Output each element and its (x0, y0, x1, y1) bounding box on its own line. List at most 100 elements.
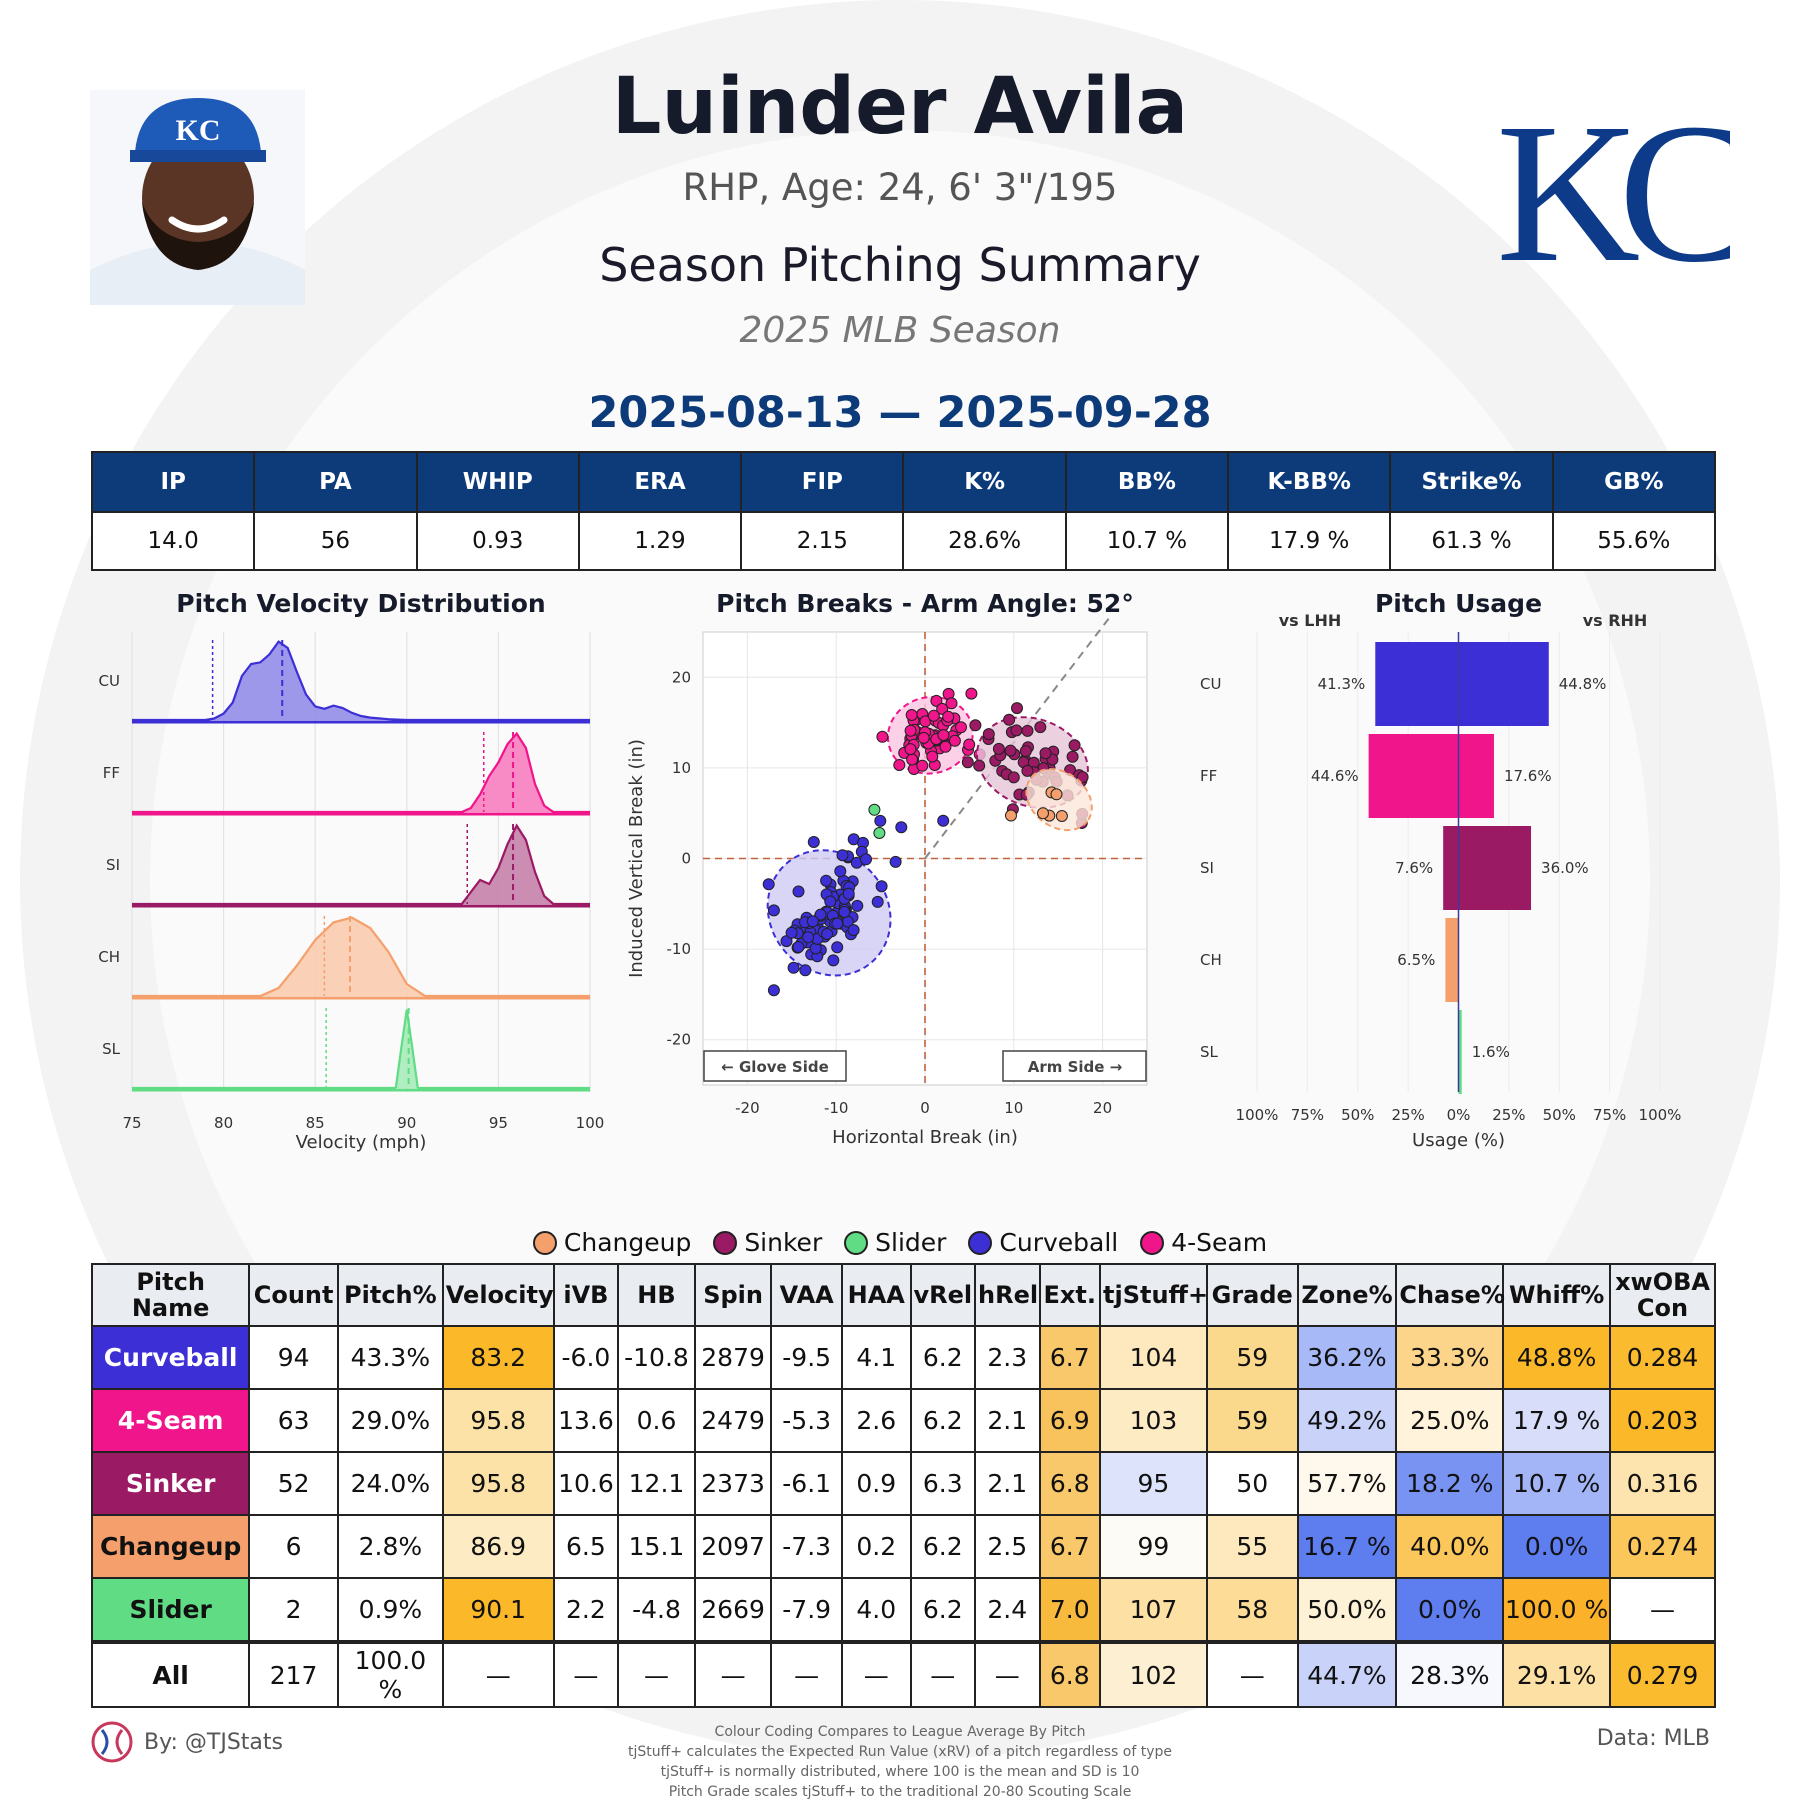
table-cell: 102 (1099, 1640, 1208, 1708)
season-label: 2025 MLB Season (739, 310, 1061, 351)
pitch-point-curveball (792, 885, 805, 898)
stat-header: WHIP (415, 451, 580, 513)
table-cell: 99 (1099, 1514, 1208, 1579)
table-cell: 55 (1205, 1514, 1299, 1579)
table-cell: -5.3 (770, 1388, 843, 1453)
table-cell: 25.0% (1395, 1388, 1505, 1453)
footnote-line: tjStuff+ is normally distributed, where … (660, 1764, 1140, 1780)
table-cell: 29.1% (1502, 1640, 1612, 1708)
pitch-point-sinker (982, 728, 995, 741)
table-cell: -9.5 (770, 1325, 843, 1390)
stat-header: K% (902, 451, 1067, 513)
table-cell: 0.2 (840, 1514, 912, 1579)
table-cell: 18.2 % (1395, 1451, 1505, 1516)
pitch-usage-chart: Pitch Usage vs LHH vs RHH 100% 75% 50% 25% 0% 25… (1200, 589, 1681, 1151)
usage-bar-lhh (1368, 734, 1459, 818)
x-tick-label: -20 (735, 1099, 760, 1117)
right-label: vs RHH (1583, 611, 1648, 630)
table-cell: 13.6 (552, 1388, 620, 1453)
pitch-point-sinker (1034, 721, 1047, 734)
category-label: SL (1200, 1043, 1219, 1061)
table-cell: 44.7% (1296, 1640, 1398, 1708)
usage-label-lhh: 6.5% (1397, 951, 1435, 969)
column-header: Whiff% (1502, 1263, 1612, 1327)
team-logo-text: KC (1496, 83, 1730, 304)
table-cell: 12.1 (617, 1451, 696, 1516)
usage-label-rhh: 1.6% (1472, 1043, 1510, 1061)
pitch-point-4-seam (893, 759, 906, 771)
table-cell: 0.279 (1609, 1640, 1716, 1708)
pitch-name-cell: Changeup (90, 1514, 251, 1579)
table-cell: 86.9 (441, 1514, 555, 1579)
pitch-point-changeup (1005, 809, 1017, 822)
table-cell: 2 (248, 1577, 339, 1643)
arm-side-box (1002, 1050, 1147, 1082)
stat-value: 10.7 % (1064, 511, 1230, 571)
stat-header: PA (253, 451, 418, 513)
table-cell: -10.8 (617, 1325, 696, 1390)
table-cell: — (693, 1640, 773, 1708)
table-cell: 28.3% (1395, 1640, 1505, 1708)
table-cell: 95.8 (441, 1388, 555, 1453)
density-area-cu (132, 641, 590, 720)
table-cell: 2.1 (974, 1388, 1041, 1453)
x-tick-label: 90 (397, 1114, 416, 1132)
column-header: Chase% (1395, 1263, 1505, 1327)
footnote-line: Colour Coding Compares to League Average… (714, 1724, 1086, 1740)
stat-header: IP (90, 451, 256, 513)
pitch-point-changeup (1055, 810, 1068, 822)
table-cell: 49.2% (1296, 1388, 1398, 1453)
table-cell: 6.8 (1038, 1451, 1102, 1516)
pitch-table-body: Curveball 94 43.3% 83.2 -6.0 -10.8 2879 -9.5 4.1… (90, 1325, 1716, 1708)
legend-label: Curveball (999, 1228, 1119, 1257)
density-line-ch (132, 916, 590, 998)
pitch-point-4-seam (930, 694, 943, 707)
pitch-point-sinker (1003, 713, 1016, 726)
x-tick-label: 80 (214, 1114, 233, 1132)
legend-marker (968, 1230, 993, 1255)
glove-side-box (703, 1050, 847, 1082)
table-cell: 0.6 (617, 1388, 696, 1453)
density-line-ff (132, 731, 590, 814)
y-tick-label: 0 (681, 850, 691, 868)
pitch-point-4-seam (876, 730, 889, 743)
pitch-point-sinker (1021, 764, 1034, 777)
density-line-si (132, 823, 590, 906)
category-label: SI (1200, 859, 1214, 877)
table-cell: 24.0% (336, 1451, 444, 1516)
pitch-point-curveball (895, 821, 908, 834)
pitch-point-curveball (824, 895, 837, 908)
table-cell: 0.9 (840, 1451, 912, 1516)
column-header: HAA (840, 1263, 912, 1327)
column-header: Pitch Name (90, 1263, 251, 1327)
usage-bar-rhh (1458, 642, 1549, 726)
pitch-point-sinker (1068, 739, 1081, 752)
pitch-point-sinker (1019, 745, 1032, 758)
tjstats-logo-icon (91, 1721, 133, 1763)
pitch-point-curveball (889, 855, 902, 868)
stat-value: 28.6% (902, 511, 1067, 571)
pitch-point-curveball (838, 906, 851, 918)
stat-value: 14.0 (90, 511, 256, 571)
pitch-point-4-seam (906, 753, 919, 766)
pitch-point-4-seam (937, 729, 950, 742)
pitch-point-curveball (802, 931, 815, 944)
table-cell: 7.0 (1038, 1577, 1102, 1643)
table-cell: 6 (248, 1514, 339, 1579)
table-cell: 2.5 (974, 1514, 1041, 1579)
table-cell: 0.274 (1609, 1514, 1716, 1579)
table-cell: 2373 (693, 1451, 773, 1516)
table-cell: 6.3 (909, 1451, 977, 1516)
stat-value: 1.29 (577, 511, 743, 571)
x-tick-label: 0% (1447, 1106, 1471, 1124)
pitch-point-4-seam (904, 743, 917, 756)
table-cell: — (1609, 1577, 1716, 1643)
x-axis-label: Velocity (mph) (296, 1132, 427, 1153)
table-cell: 2.3 (974, 1325, 1041, 1390)
pitch-point-4-seam (936, 702, 949, 715)
column-header: HB (617, 1263, 696, 1327)
table-cell: 0.9% (336, 1577, 444, 1643)
pitch-point-curveball (834, 865, 847, 878)
usage-label-lhh: 41.3% (1318, 675, 1366, 693)
pitch-point-4-seam (916, 759, 929, 772)
